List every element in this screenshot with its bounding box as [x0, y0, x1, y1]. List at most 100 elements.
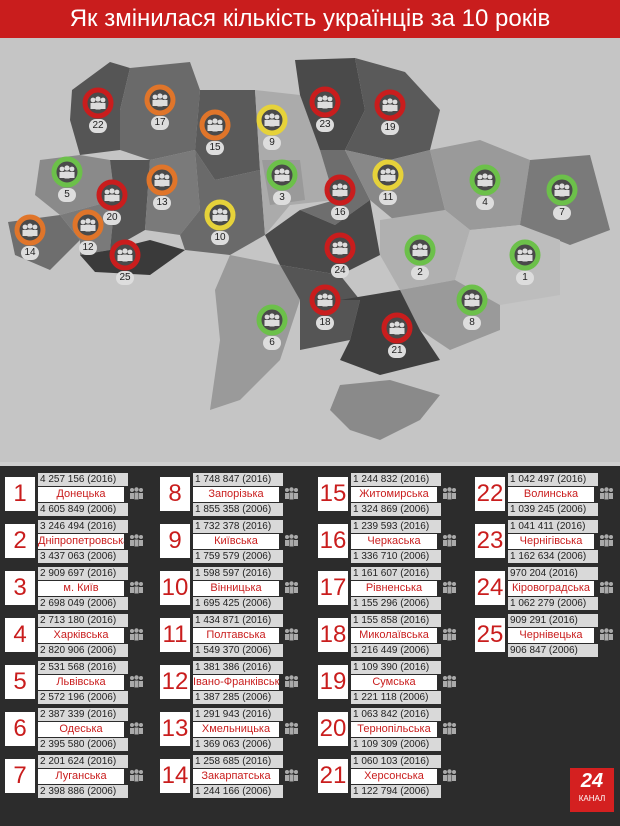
region-entry: 10 1 598 597 (2016) Вінницька 1 695 425 (20… [160, 567, 300, 610]
region-name: Вінницька [193, 581, 279, 596]
population-2016: 1 434 871 (2016) [193, 614, 283, 627]
region-entry: 12 1 381 386 (2016) Івано-Франківська 1 387… [160, 661, 300, 704]
people-icon [600, 628, 613, 641]
region-number: 19 [318, 665, 348, 699]
people-icon [130, 769, 143, 782]
population-2016: 1 258 685 (2016) [193, 755, 283, 768]
people-icon [443, 487, 456, 500]
region-name: Волинська [508, 487, 594, 502]
population-ring-icon [14, 214, 46, 246]
people-icon [443, 769, 456, 782]
population-2006: 2 395 580 (2006) [38, 738, 128, 751]
region-number: 16 [318, 524, 348, 558]
map-badge-number: 13 [153, 196, 171, 210]
population-2006: 4 605 849 (2006) [38, 503, 128, 516]
population-2006: 1 855 358 (2006) [193, 503, 283, 516]
logo-number: 24 [580, 770, 604, 792]
people-icon [285, 628, 298, 641]
map-badge-number: 22 [89, 119, 107, 133]
population-2016: 1 155 858 (2016) [351, 614, 441, 627]
map-badge-number: 12 [79, 241, 97, 255]
map-badge-1: 1 [509, 239, 541, 287]
population-2016: 1 598 597 (2016) [193, 567, 283, 580]
population-2016: 2 909 697 (2016) [38, 567, 128, 580]
map-badge-22: 22 [82, 87, 114, 135]
population-2006: 1 695 425 (2006) [193, 597, 283, 610]
region-name: Тернопільська [351, 722, 437, 737]
region-number: 20 [318, 712, 348, 746]
population-ring-icon [456, 284, 488, 316]
map-badge-number: 25 [116, 271, 134, 285]
population-2006: 1 216 449 (2006) [351, 644, 441, 657]
region-number: 12 [160, 665, 190, 699]
region-name: Закарпатська [193, 769, 279, 784]
region-number: 18 [318, 618, 348, 652]
region-entry: 17 1 161 607 (2016) Рівненська 1 155 296 (2… [318, 567, 458, 610]
region-number: 10 [160, 571, 190, 605]
region-name: Запорізька [193, 487, 279, 502]
region-entry: 22 1 042 497 (2016) Волинська 1 039 245 (20… [475, 473, 615, 516]
map-badge-25: 25 [109, 239, 141, 287]
people-icon [285, 722, 298, 735]
channel-24-logo: 24 КАНАЛ [570, 768, 614, 812]
map-badge-number: 15 [206, 141, 224, 155]
region-name: Дніпропетровська [38, 534, 124, 549]
region-name: Житомирська [351, 487, 437, 502]
population-2016: 970 204 (2016) [508, 567, 598, 580]
population-2006: 1 387 285 (2006) [193, 691, 283, 704]
population-ring-icon [309, 86, 341, 118]
map-badge-number: 4 [476, 196, 494, 210]
region-entry: 14 1 258 685 (2016) Закарпатська 1 244 166 … [160, 755, 300, 798]
population-ring-icon [256, 304, 288, 336]
map-badge-number: 2 [411, 266, 429, 280]
page-title: Як змінилася кількість українців за 10 р… [0, 0, 620, 38]
population-2006: 2 398 886 (2006) [38, 785, 128, 798]
population-ring-icon [324, 174, 356, 206]
population-2006: 3 437 063 (2006) [38, 550, 128, 563]
region-number: 4 [5, 618, 35, 652]
map-badge-number: 9 [263, 136, 281, 150]
region-entry: 23 1 041 411 (2016) Чернігівська 1 162 634 … [475, 520, 615, 563]
population-2006: 1 244 166 (2006) [193, 785, 283, 798]
population-2016: 1 381 386 (2016) [193, 661, 283, 674]
map-badge-number: 21 [388, 344, 406, 358]
population-2006: 1 369 063 (2006) [193, 738, 283, 751]
population-2006: 1 062 279 (2006) [508, 597, 598, 610]
region-number: 11 [160, 618, 190, 652]
region-entry: 21 1 060 103 (2016) Херсонська 1 122 794 (2… [318, 755, 458, 798]
map-badge-17: 17 [144, 84, 176, 132]
map-badge-number: 18 [316, 316, 334, 330]
population-ring-icon [469, 164, 501, 196]
map-panel: 22 17 15 9 23 19 5 20 13 3 16 11 4 7 14 12 25 10 24 2 1 6 18 8 2… [0, 38, 620, 462]
region-number: 1 [5, 477, 35, 511]
region-number: 2 [5, 524, 35, 558]
map-badge-5: 5 [51, 156, 83, 204]
population-2016: 1 109 390 (2016) [351, 661, 441, 674]
population-2006: 1 122 794 (2006) [351, 785, 441, 798]
region-name: Хмельницька [193, 722, 279, 737]
region-number: 22 [475, 477, 505, 511]
region-6 [210, 255, 300, 410]
people-icon [130, 581, 143, 594]
population-2016: 1 063 842 (2016) [351, 708, 441, 721]
population-2016: 1 244 832 (2016) [351, 473, 441, 486]
people-icon [600, 487, 613, 500]
people-icon [285, 487, 298, 500]
region-name: Харківська [38, 628, 124, 643]
population-2016: 3 246 494 (2016) [38, 520, 128, 533]
population-ring-icon [381, 312, 413, 344]
map-badge-8: 8 [456, 284, 488, 332]
population-2006: 2 820 906 (2006) [38, 644, 128, 657]
map-badge-12: 12 [72, 209, 104, 257]
region-number: 14 [160, 759, 190, 793]
population-ring-icon [404, 234, 436, 266]
map-badge-24: 24 [324, 232, 356, 280]
region-name: Рівненська [351, 581, 437, 596]
map-badge-20: 20 [96, 179, 128, 227]
region-name: Чернівецька [508, 628, 594, 643]
